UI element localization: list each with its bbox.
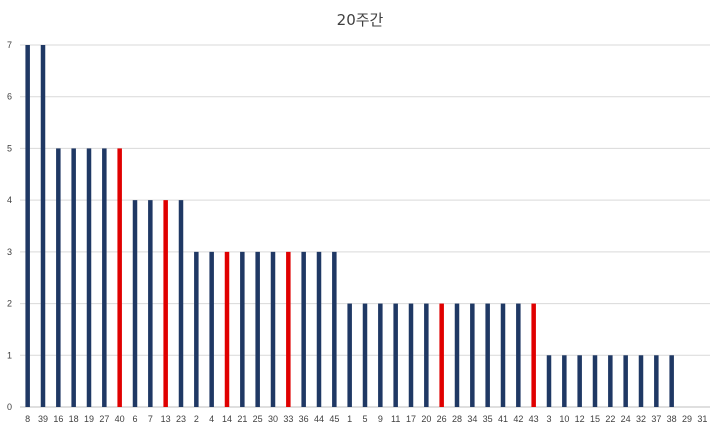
x-tick-label: 2 [194, 414, 199, 424]
bar-40 [117, 148, 122, 407]
x-tick-label: 18 [69, 414, 79, 424]
y-tick-label: 7 [7, 40, 12, 50]
x-tick-label: 24 [621, 414, 631, 424]
x-tick-label: 42 [513, 414, 523, 424]
bar-10 [562, 355, 567, 407]
bar-15 [592, 355, 598, 407]
bar-38 [669, 355, 674, 407]
bar-5 [362, 303, 368, 407]
x-tick-label: 20 [421, 414, 431, 424]
bar-41 [500, 303, 506, 407]
chart-title: 20주간 [336, 11, 384, 29]
x-tick-label: 22 [605, 414, 615, 424]
bar-27 [102, 148, 107, 407]
bar-13 [163, 200, 168, 407]
y-tick-label: 6 [7, 92, 12, 102]
x-tick-label: 19 [84, 414, 94, 424]
x-tick-label: 34 [467, 414, 477, 424]
bar-16 [56, 148, 61, 407]
x-tick-label: 30 [268, 414, 278, 424]
bar-6 [132, 200, 138, 407]
x-tick-label: 36 [299, 414, 309, 424]
bar-21 [240, 251, 245, 407]
x-tick-label: 40 [115, 414, 125, 424]
bar-37 [654, 355, 659, 407]
bar-17 [408, 303, 414, 407]
x-tick-label: 43 [529, 414, 539, 424]
bar-45 [332, 251, 337, 407]
bar-14 [224, 251, 230, 407]
bar-2 [194, 251, 199, 407]
bar-23 [178, 200, 184, 407]
y-tick-label: 1 [7, 350, 12, 360]
bar-30 [270, 251, 276, 407]
x-tick-label: 12 [575, 414, 585, 424]
bar-43 [531, 303, 536, 407]
bar-26 [439, 303, 444, 407]
x-tick-label: 35 [483, 414, 493, 424]
bar-35 [485, 303, 490, 407]
y-tick-label: 4 [7, 195, 12, 205]
bar-8 [25, 45, 30, 407]
x-tick-label: 21 [237, 414, 247, 424]
x-tick-label: 7 [148, 414, 153, 424]
x-tick-label: 5 [362, 414, 367, 424]
bar-9 [378, 303, 383, 407]
bar-4 [209, 251, 214, 407]
y-tick-label: 3 [7, 247, 12, 257]
bar-42 [516, 303, 521, 407]
bar-1 [347, 303, 352, 407]
bar-25 [255, 251, 260, 407]
x-tick-label: 31 [697, 414, 707, 424]
y-tick-label: 2 [7, 299, 12, 309]
x-tick-label: 9 [378, 414, 383, 424]
x-tick-label: 29 [682, 414, 692, 424]
x-tick-label: 41 [498, 414, 508, 424]
bar-7 [148, 200, 153, 407]
x-tick-label: 32 [636, 414, 646, 424]
bar-28 [454, 303, 460, 407]
x-tick-label: 1 [347, 414, 352, 424]
x-tick-label: 10 [559, 414, 569, 424]
bar-12 [577, 355, 582, 407]
bar-3 [546, 355, 552, 407]
bar-19 [86, 148, 92, 407]
bar-32 [638, 355, 644, 407]
x-tick-label: 39 [38, 414, 48, 424]
bar-22 [608, 355, 613, 407]
x-tick-label: 15 [590, 414, 600, 424]
bar-34 [470, 303, 475, 407]
x-tick-label: 26 [437, 414, 447, 424]
bar-11 [393, 303, 398, 407]
y-tick-label: 0 [7, 402, 12, 412]
bar-18 [71, 148, 76, 407]
bar-24 [623, 355, 628, 407]
bar-44 [316, 251, 322, 407]
x-tick-label: 38 [667, 414, 677, 424]
x-tick-label: 8 [25, 414, 30, 424]
x-tick-label: 37 [651, 414, 661, 424]
x-tick-label: 4 [209, 414, 214, 424]
x-tick-label: 6 [132, 414, 137, 424]
x-tick-label: 33 [283, 414, 293, 424]
x-tick-label: 44 [314, 414, 324, 424]
bar-39 [40, 45, 46, 407]
bar-20 [424, 303, 429, 407]
x-tick-label: 13 [161, 414, 171, 424]
x-tick-label: 27 [99, 414, 109, 424]
x-tick-label: 14 [222, 414, 232, 424]
bar-36 [301, 251, 306, 407]
y-tick-label: 5 [7, 143, 12, 153]
x-tick-label: 45 [329, 414, 339, 424]
bar-33 [286, 251, 291, 407]
x-tick-label: 11 [391, 414, 400, 424]
x-tick-label: 28 [452, 414, 462, 424]
x-tick-label: 25 [253, 414, 263, 424]
x-tick-label: 23 [176, 414, 186, 424]
x-tick-label: 3 [546, 414, 551, 424]
x-tick-label: 17 [406, 414, 416, 424]
x-tick-label: 16 [53, 414, 63, 424]
